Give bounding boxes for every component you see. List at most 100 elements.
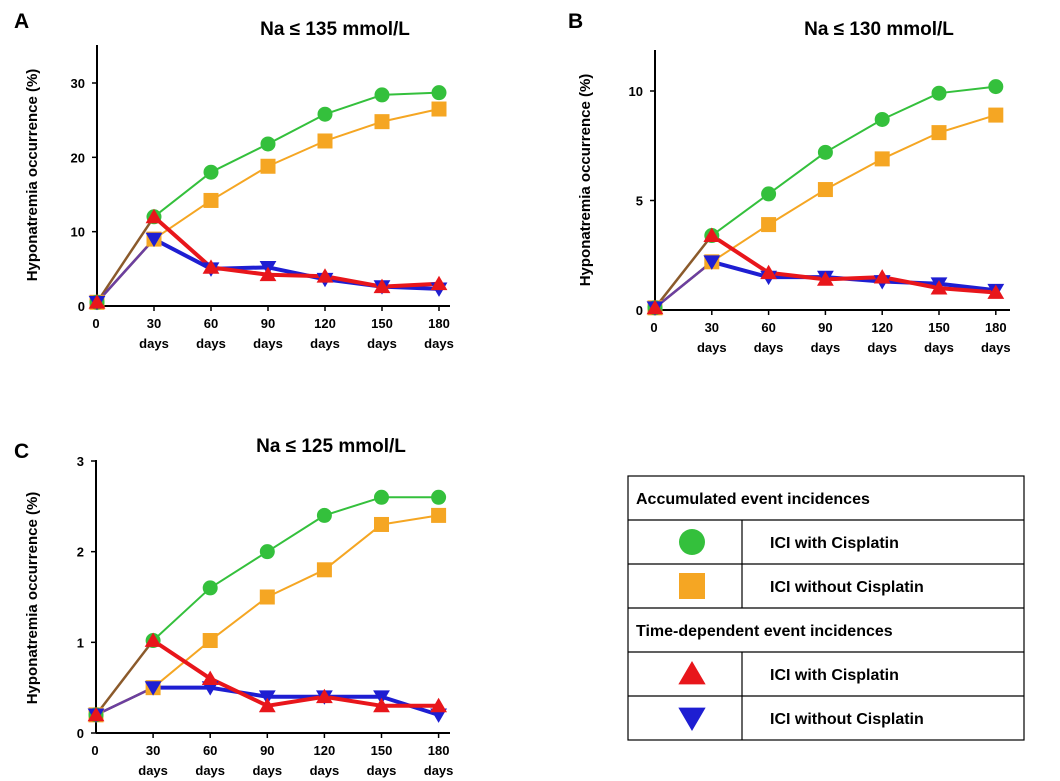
data-point-triangle-up [646, 299, 664, 315]
data-point-triangle-up [145, 208, 163, 224]
panel-letter: B [568, 10, 583, 33]
data-point-square [817, 182, 833, 198]
series-line-circle [711, 85, 996, 237]
x-tick-unit: days [424, 763, 454, 778]
panel-B: B Na ≤ 130 mmol/L Hyponatremia occurrence … [568, 10, 1011, 355]
legend-item-label: ICI without Cisplatin [770, 579, 924, 596]
x-tick-label: 30 [147, 316, 161, 331]
panel-letter: A [14, 10, 29, 33]
series-line-triangle-up [710, 233, 996, 295]
data-point-circle [374, 87, 390, 103]
data-point-square [259, 589, 275, 605]
series-line-triangle-down [711, 259, 997, 293]
data-point-circle [761, 186, 777, 202]
legend-group-heading: Accumulated event incidences [636, 491, 870, 508]
data-point-triangle-down [258, 690, 276, 705]
legend-group-heading: Time-dependent event incidences [636, 623, 893, 640]
panel-title: Na ≤ 125 mmol/L [256, 436, 406, 457]
x-tick-label: 90 [818, 320, 832, 335]
panel-A: A Na ≤ 135 mmol/L Hyponatremia occurrence … [14, 10, 454, 351]
x-tick-label: 180 [428, 316, 450, 331]
data-point-square [260, 158, 276, 174]
x-tick-label: 0 [650, 320, 657, 335]
data-point-circle [260, 136, 276, 152]
data-point-triangle-up [202, 259, 220, 274]
series-line-circle [153, 91, 440, 218]
y-tick-label: 0 [78, 299, 85, 314]
series-line-triangle-up [152, 215, 440, 289]
x-tick-unit: days [196, 336, 226, 351]
data-point-circle [316, 507, 332, 523]
legend-table: Accumulated event incidences ICI with Cis… [627, 475, 1025, 741]
x-tick-label: 120 [871, 320, 893, 335]
data-point-square [316, 562, 332, 578]
y-axis-label: Hyponatremia occurrence (%) [24, 492, 41, 705]
initial-segment [95, 216, 156, 303]
data-point-circle [431, 85, 447, 101]
x-tick-label: 90 [260, 743, 274, 758]
x-tick-label: 120 [314, 316, 336, 331]
x-tick-label: 30 [146, 743, 160, 758]
legend-item-label: ICI without Cisplatin [770, 711, 924, 728]
x-tick-label: 60 [203, 743, 217, 758]
data-point-square [202, 633, 218, 649]
y-tick-label: 2 [77, 545, 84, 560]
data-point-circle [817, 144, 833, 160]
x-tick-label: 0 [91, 743, 98, 758]
series-line-square [153, 108, 440, 240]
data-point-triangle-up [258, 697, 276, 713]
legend-marker-circle [679, 529, 705, 555]
data-point-triangle-up [760, 264, 777, 280]
data-point-triangle-up [430, 275, 448, 291]
data-point-circle [203, 164, 219, 180]
data-point-circle [374, 489, 389, 505]
data-point-square [374, 114, 390, 130]
panel-title: Na ≤ 135 mmol/L [260, 19, 410, 40]
x-tick-unit: days [138, 763, 168, 778]
data-point-circle [874, 111, 890, 127]
x-tick-label: 150 [371, 743, 393, 758]
panel-title: Na ≤ 130 mmol/L [804, 19, 954, 40]
x-tick-unit: days [310, 336, 340, 351]
x-tick-unit: days [867, 340, 897, 355]
x-tick-unit: days [252, 763, 282, 778]
data-point-triangle-up [817, 271, 834, 286]
panels: A Na ≤ 135 mmol/L Hyponatremia occurrence … [14, 10, 1011, 778]
initial-segment [96, 238, 155, 304]
data-point-triangle-up [430, 697, 447, 713]
x-tick-label: 90 [261, 316, 275, 331]
data-point-triangle-up [873, 269, 891, 284]
series-line-square [711, 114, 997, 263]
data-point-triangle-up [201, 670, 219, 685]
panel-C: C Na ≤ 125 mmol/L Hyponatremia occurrence … [14, 436, 453, 778]
data-point-square [988, 107, 1004, 123]
x-tick-label: 150 [928, 320, 950, 335]
data-point-square [431, 507, 447, 523]
x-tick-unit: days [981, 340, 1011, 355]
data-point-square [317, 133, 333, 149]
panel-letter: C [14, 440, 29, 463]
data-point-square [874, 151, 890, 167]
x-tick-label: 60 [761, 320, 775, 335]
data-point-triangle-up [373, 697, 390, 713]
y-tick-label: 30 [71, 76, 85, 91]
data-point-circle [988, 79, 1004, 95]
x-tick-unit: days [924, 340, 954, 355]
data-point-square [203, 192, 219, 208]
series-line-triangle-down [153, 685, 440, 717]
data-point-triangle-down [373, 690, 390, 705]
initial-segment [95, 686, 154, 716]
y-tick-label: 10 [71, 225, 85, 240]
data-point-square [374, 516, 389, 532]
legend-marker-square [679, 573, 705, 599]
data-point-circle [259, 544, 275, 560]
legend-marker-triangle-up [678, 661, 706, 685]
x-tick-label: 120 [314, 743, 336, 758]
x-tick-unit: days [697, 340, 727, 355]
x-tick-label: 180 [985, 320, 1007, 335]
x-tick-label: 180 [428, 743, 450, 758]
x-tick-unit: days [811, 340, 841, 355]
series-line-triangle-up [151, 638, 439, 708]
x-tick-label: 150 [371, 316, 393, 331]
